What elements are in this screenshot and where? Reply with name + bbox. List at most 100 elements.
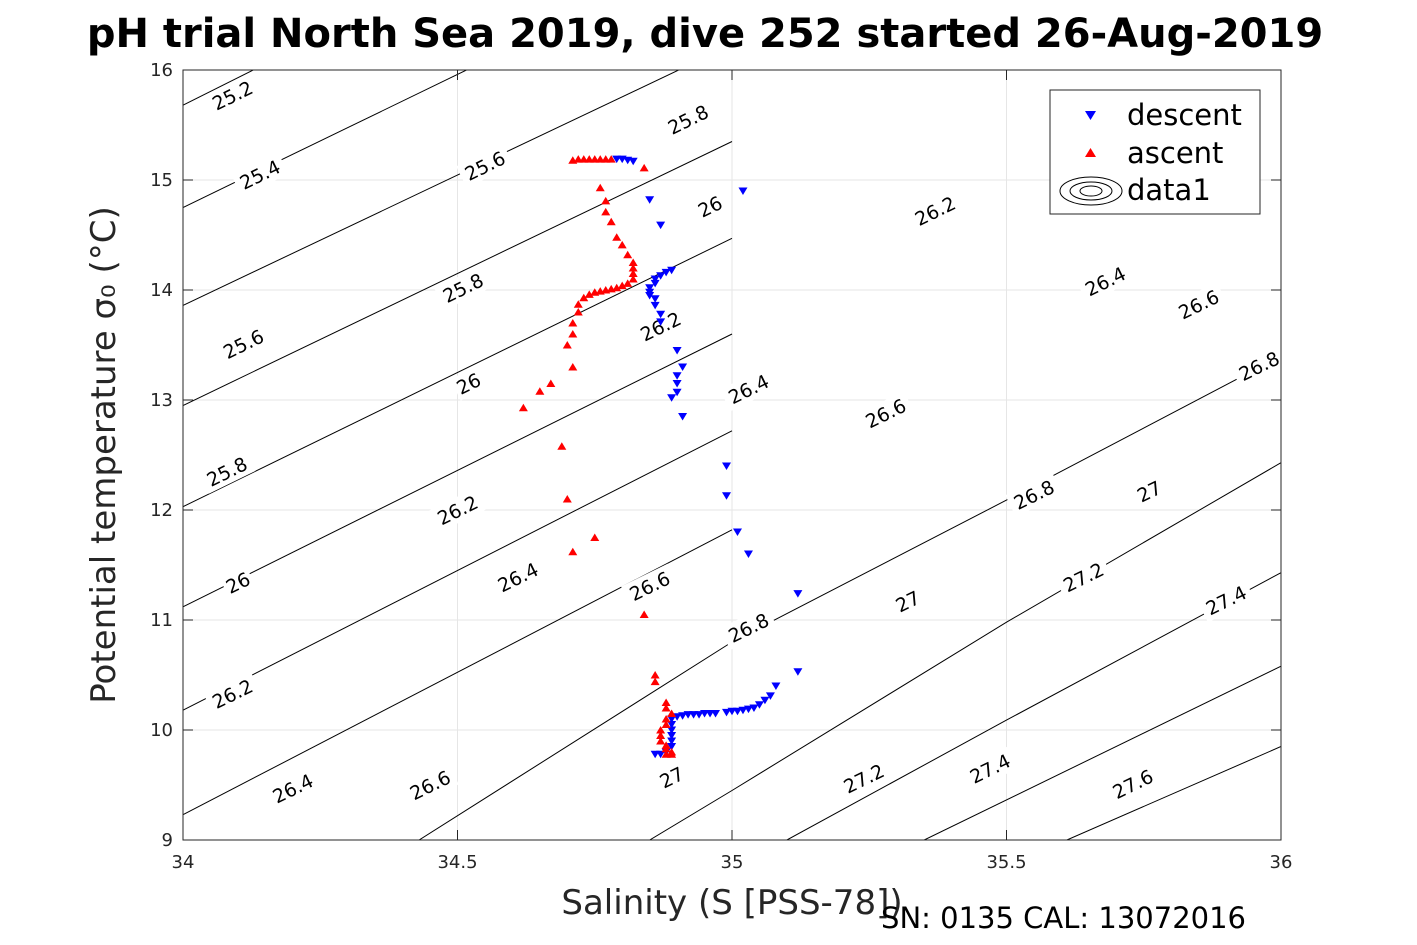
descent-point: [656, 272, 666, 280]
ascent-point: [573, 308, 583, 316]
contour-line: [1066, 746, 1281, 840]
x-tick-label: 35.5: [986, 852, 1026, 873]
y-tick-label: 12: [150, 500, 173, 521]
ascent-point: [568, 363, 578, 371]
ascent-point: [573, 300, 583, 308]
contour-line: [786, 572, 1281, 840]
contour-label-bg: [219, 565, 257, 600]
ascent-point: [568, 319, 578, 327]
legend-contour-icon: [1059, 176, 1123, 206]
descent-point: [667, 732, 677, 740]
contour-label-bg: [719, 366, 778, 412]
contour-label-bg: [450, 366, 487, 401]
chart-title: pH trial North Sea 2019, dive 252 starte…: [87, 11, 1323, 57]
ascent-point: [628, 269, 638, 277]
ascent-point: [667, 709, 677, 717]
descent-point: [722, 462, 732, 470]
x-axis-label: Salinity (S [PSS-78]): [561, 883, 902, 923]
ascent-point: [661, 698, 671, 706]
contour-label-bg: [1104, 761, 1162, 807]
contour-label-bg: [1054, 554, 1113, 600]
descent-point: [645, 196, 655, 204]
descent-point: [667, 743, 677, 751]
contour-label-bg: [489, 554, 547, 600]
legend-data1-label: data1: [1127, 173, 1211, 207]
ascent-point: [568, 330, 578, 338]
descent-point: [656, 310, 666, 319]
ascent-point: [623, 279, 633, 287]
ascent-point: [606, 155, 616, 163]
legend-ascent-label: ascent: [1127, 136, 1223, 170]
descent-point: [672, 388, 682, 397]
descent-point: [650, 301, 660, 310]
y-axis-ticks: 9 10 11 12 13 14 15 16: [150, 60, 1281, 851]
descent-point: [667, 394, 677, 402]
ascent-point: [612, 283, 622, 292]
ascent-point: [562, 495, 572, 503]
ascent-point: [650, 677, 660, 686]
descent-point: [667, 737, 677, 745]
ascent-point: [612, 233, 622, 241]
ascent-point: [617, 240, 627, 249]
contour-label-bg: [214, 321, 273, 367]
y-tick-label: 14: [150, 280, 173, 301]
ascent-point: [623, 250, 633, 259]
contour-label-bg: [401, 762, 459, 808]
ascent-series: [518, 155, 677, 758]
descent-point: [672, 347, 682, 355]
contour-line: [183, 141, 733, 406]
descent-point: [672, 372, 682, 380]
x-tick-label: 35: [721, 852, 744, 873]
descent-point: [743, 550, 753, 558]
descent-point: [645, 284, 655, 292]
descent-point: [765, 692, 775, 700]
contour-label-bg: [659, 97, 717, 142]
ascent-point: [656, 726, 666, 734]
ascent-point: [606, 217, 616, 226]
contour-line: [183, 70, 255, 106]
contour-label-bg: [434, 265, 492, 311]
contour-label-bg: [1130, 474, 1168, 509]
ascent-point: [601, 207, 611, 216]
legend-box: [1049, 89, 1261, 215]
ascent-point: [650, 671, 660, 679]
legend-descent-label: descent: [1127, 98, 1242, 132]
descent-point: [650, 275, 660, 283]
ascent-point: [595, 183, 605, 192]
contour-label-bg: [631, 304, 690, 349]
descent-point: [667, 715, 677, 723]
descent-point: [628, 157, 638, 166]
contour-label-bg: [835, 756, 893, 801]
contour-label-bg: [203, 73, 262, 118]
ascent-point: [667, 750, 677, 758]
y-tick-label: 15: [150, 170, 173, 191]
contour-line: [183, 333, 733, 608]
ascent-point: [661, 744, 671, 753]
contour-label-bg: [1197, 577, 1255, 623]
ascent-point: [656, 737, 666, 745]
ascent-point: [628, 258, 638, 266]
legend: descent ascent data1: [1049, 89, 1261, 215]
ascent-point: [661, 720, 671, 728]
ascent-point: [546, 379, 556, 387]
contour-label-bg: [198, 449, 256, 494]
contour-label-bg: [1005, 472, 1063, 517]
descent-point: [722, 492, 732, 500]
ascent-point: [656, 731, 666, 739]
ascent-point: [590, 288, 600, 296]
descent-point: [667, 721, 677, 729]
contour-label: 26: [219, 565, 257, 600]
descent-point: [754, 701, 764, 709]
contour-label-bg: [1170, 282, 1228, 327]
ascent-point: [606, 284, 616, 293]
contour-label-bg: [961, 746, 1019, 791]
contour-label: 26: [450, 366, 487, 401]
legend-descent-marker: [1085, 111, 1096, 120]
ascent-point: [584, 290, 594, 298]
x-axis-ticks: 34 34.5 35 35.5 36: [172, 70, 1292, 873]
ascent-point: [535, 387, 545, 395]
ascent-point: [601, 196, 611, 205]
descent-point: [678, 363, 688, 371]
contour-line: [183, 430, 733, 711]
